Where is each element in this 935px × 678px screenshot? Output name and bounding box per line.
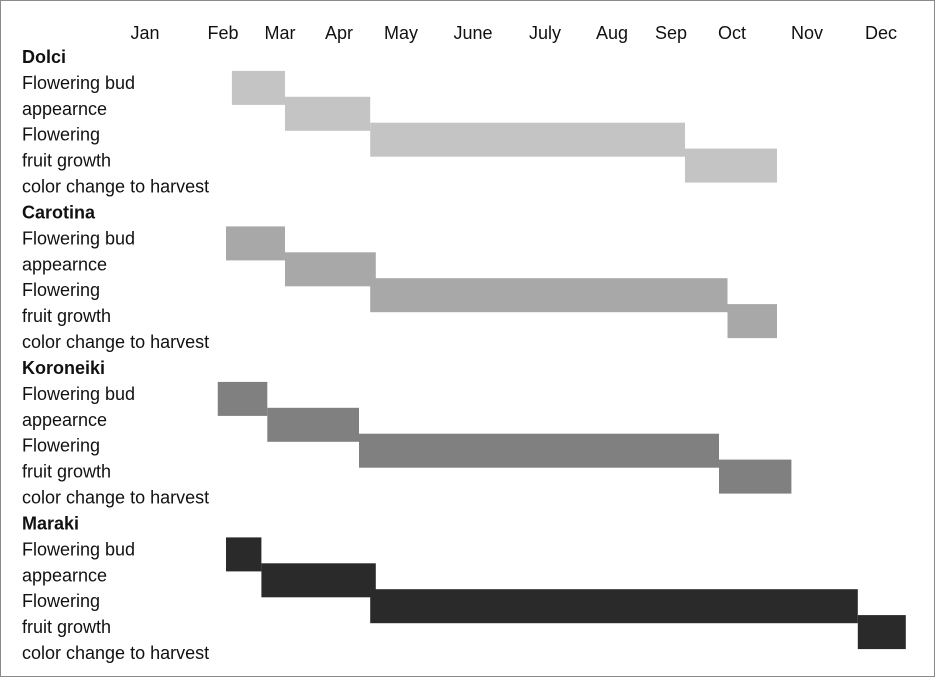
bar-dolci-2 xyxy=(285,96,371,131)
month-label-may: May xyxy=(384,23,418,43)
bar-dolci-4 xyxy=(685,148,777,183)
month-label-oct: Oct xyxy=(718,23,746,43)
month-label-dec: Dec xyxy=(865,23,897,43)
row-label-1: Flowering bud xyxy=(22,384,135,404)
month-label-mar: Mar xyxy=(265,23,296,43)
bar-carotina-4 xyxy=(727,304,777,339)
row-label-4: fruit growth xyxy=(22,306,111,326)
month-label-july: July xyxy=(529,23,561,43)
bar-dolci-1 xyxy=(231,70,285,105)
row-label-3: Flowering xyxy=(22,280,100,300)
group-label-maraki: Maraki xyxy=(22,514,79,534)
bar-koroneiki-2 xyxy=(267,407,359,442)
group-label-carotina: Carotina xyxy=(22,203,96,223)
bar-koroneiki-4 xyxy=(719,459,792,494)
bar-maraki-2 xyxy=(261,563,376,598)
bar-maraki-1 xyxy=(226,537,262,572)
row-label-1: Flowering bud xyxy=(22,73,135,93)
row-label-3: Flowering xyxy=(22,436,100,456)
bar-carotina-2 xyxy=(285,252,376,287)
row-label-3: Flowering xyxy=(22,125,100,145)
month-label-apr: Apr xyxy=(325,23,353,43)
row-label-2: appearnce xyxy=(22,410,107,430)
row-label-2: appearnce xyxy=(22,254,107,274)
month-label-jan: Jan xyxy=(130,23,159,43)
month-label-sep: Sep xyxy=(655,23,687,43)
bar-dolci-3 xyxy=(370,122,685,157)
row-label-4: fruit growth xyxy=(22,462,111,482)
group-label-koroneiki: Koroneiki xyxy=(22,358,105,378)
bar-koroneiki-3 xyxy=(359,433,719,468)
row-label-4: fruit growth xyxy=(22,617,111,637)
row-label-5: color change to harvest xyxy=(22,332,209,352)
month-label-aug: Aug xyxy=(596,23,628,43)
month-label-june: June xyxy=(453,23,492,43)
row-label-5: color change to harvest xyxy=(22,177,209,197)
row-label-4: fruit growth xyxy=(22,151,111,171)
row-label-2: appearnce xyxy=(22,99,107,119)
bar-carotina-3 xyxy=(370,278,728,313)
row-label-5: color change to harvest xyxy=(22,488,209,508)
row-label-1: Flowering bud xyxy=(22,228,135,248)
month-label-feb: Feb xyxy=(207,23,238,43)
bar-carotina-1 xyxy=(226,226,285,261)
row-label-3: Flowering xyxy=(22,591,100,611)
row-label-2: appearnce xyxy=(22,565,107,585)
month-label-nov: Nov xyxy=(791,23,823,43)
bar-koroneiki-1 xyxy=(217,381,268,416)
group-label-dolci: Dolci xyxy=(22,47,66,67)
row-label-1: Flowering bud xyxy=(22,539,135,559)
bar-maraki-4 xyxy=(857,615,906,650)
row-label-5: color change to harvest xyxy=(22,643,209,663)
bar-maraki-3 xyxy=(370,589,858,624)
